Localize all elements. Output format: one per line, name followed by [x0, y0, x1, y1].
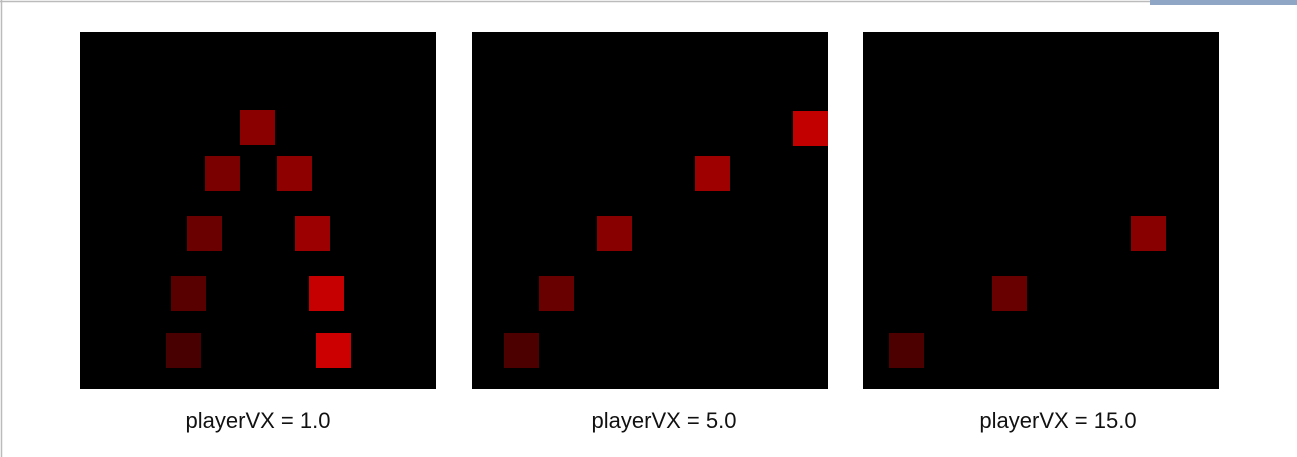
trail-square	[1131, 216, 1166, 251]
trail-square	[793, 111, 828, 146]
panel-canvas	[80, 32, 436, 389]
trail-square	[309, 276, 344, 311]
trail-square	[889, 333, 924, 368]
trail-square	[597, 216, 632, 251]
trail-square	[240, 110, 275, 145]
panel-canvas	[472, 32, 828, 389]
trail-square	[316, 333, 351, 368]
trail-square	[504, 333, 539, 368]
trail-square	[205, 156, 240, 191]
panel: playerVX = 15.0	[863, 32, 1219, 433]
trail-square	[695, 156, 730, 191]
trail-square	[171, 276, 206, 311]
trail-square	[187, 216, 222, 251]
panel: playerVX = 5.0	[472, 32, 828, 433]
panel-caption: playerVX = 5.0	[592, 408, 737, 433]
panel-caption: playerVX = 1.0	[186, 408, 331, 433]
panel: playerVX = 1.0	[80, 32, 436, 433]
trail-square	[992, 276, 1027, 311]
panel-caption: playerVX = 15.0	[979, 408, 1136, 433]
trail-square	[277, 156, 312, 191]
panel-canvas	[863, 32, 1219, 389]
trail-square	[539, 276, 574, 311]
toolbar-edge	[1150, 0, 1297, 5]
trail-square	[166, 333, 201, 368]
trail-square	[295, 216, 330, 251]
